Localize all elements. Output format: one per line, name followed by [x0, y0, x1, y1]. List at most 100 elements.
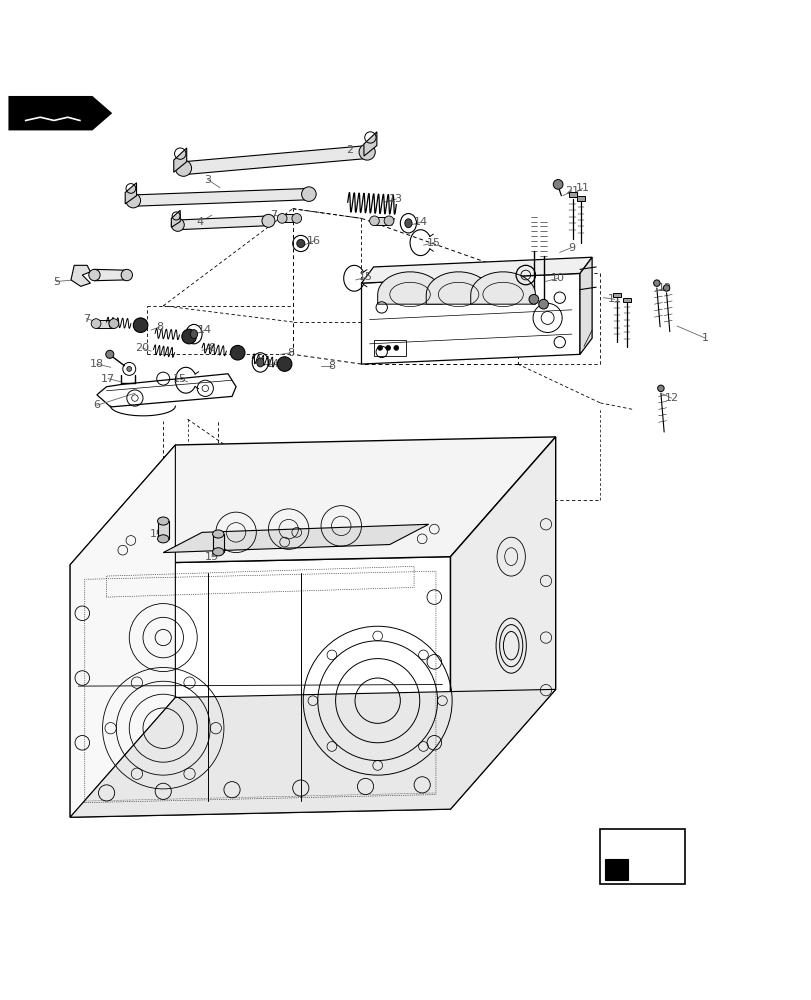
- Polygon shape: [612, 293, 620, 297]
- Circle shape: [552, 180, 562, 189]
- Circle shape: [88, 269, 100, 281]
- Text: 15: 15: [427, 238, 441, 248]
- Polygon shape: [579, 257, 591, 354]
- Polygon shape: [450, 437, 555, 809]
- Polygon shape: [70, 689, 555, 817]
- Polygon shape: [470, 272, 534, 304]
- Text: 15: 15: [172, 374, 187, 384]
- Circle shape: [277, 214, 287, 223]
- Text: 16: 16: [307, 236, 320, 246]
- Text: 20: 20: [135, 343, 149, 353]
- Circle shape: [384, 216, 393, 226]
- Bar: [604, 859, 627, 880]
- Polygon shape: [363, 132, 376, 156]
- Polygon shape: [178, 216, 268, 230]
- Bar: [599, 829, 684, 884]
- Polygon shape: [133, 188, 308, 206]
- Text: 11: 11: [575, 183, 589, 193]
- Polygon shape: [163, 524, 428, 553]
- Circle shape: [393, 345, 398, 350]
- Circle shape: [291, 214, 301, 223]
- Polygon shape: [157, 521, 169, 539]
- Circle shape: [538, 299, 547, 309]
- Circle shape: [121, 269, 132, 281]
- Circle shape: [377, 345, 382, 350]
- Ellipse shape: [157, 535, 169, 543]
- Circle shape: [91, 319, 101, 328]
- Circle shape: [277, 357, 291, 371]
- Polygon shape: [576, 196, 584, 201]
- Polygon shape: [70, 557, 450, 817]
- Circle shape: [369, 216, 379, 226]
- Text: 8: 8: [287, 348, 294, 358]
- Polygon shape: [94, 269, 127, 281]
- Text: 17: 17: [101, 374, 115, 384]
- Circle shape: [358, 144, 375, 160]
- Text: 7: 7: [83, 314, 90, 324]
- Circle shape: [301, 187, 315, 201]
- Polygon shape: [71, 265, 90, 286]
- Ellipse shape: [212, 530, 224, 538]
- Circle shape: [126, 193, 140, 208]
- Circle shape: [109, 319, 118, 328]
- Text: 15: 15: [358, 272, 372, 282]
- Circle shape: [230, 345, 245, 360]
- Polygon shape: [96, 320, 114, 328]
- Text: 21: 21: [564, 186, 578, 196]
- Polygon shape: [426, 272, 491, 304]
- Text: 7: 7: [388, 218, 394, 228]
- Text: 14: 14: [198, 325, 212, 335]
- Ellipse shape: [256, 358, 264, 367]
- Text: 14: 14: [413, 217, 427, 227]
- Polygon shape: [282, 214, 296, 222]
- Text: 19: 19: [149, 529, 164, 539]
- Polygon shape: [377, 272, 442, 304]
- Text: 2: 2: [345, 145, 353, 155]
- Ellipse shape: [405, 219, 411, 228]
- Polygon shape: [125, 183, 136, 204]
- Text: 12: 12: [657, 283, 672, 293]
- Text: 13: 13: [388, 194, 403, 204]
- Text: 14: 14: [266, 359, 280, 369]
- Text: 18: 18: [90, 359, 104, 369]
- Polygon shape: [171, 210, 180, 227]
- Text: 9: 9: [568, 243, 575, 253]
- Text: 3: 3: [204, 175, 211, 185]
- Polygon shape: [361, 257, 591, 283]
- Text: 8: 8: [208, 343, 215, 353]
- Polygon shape: [97, 374, 236, 407]
- Polygon shape: [568, 192, 576, 197]
- Polygon shape: [183, 146, 367, 175]
- Circle shape: [653, 280, 659, 286]
- Circle shape: [175, 160, 191, 176]
- Circle shape: [657, 385, 663, 392]
- Text: 19: 19: [204, 552, 219, 562]
- Ellipse shape: [157, 517, 169, 525]
- Circle shape: [105, 350, 114, 358]
- Circle shape: [133, 318, 148, 332]
- Circle shape: [171, 218, 184, 231]
- Text: 4: 4: [195, 217, 203, 227]
- Circle shape: [182, 329, 196, 344]
- Circle shape: [296, 239, 304, 248]
- Polygon shape: [10, 97, 110, 129]
- Text: 5: 5: [53, 277, 60, 287]
- Circle shape: [528, 294, 538, 304]
- Circle shape: [385, 345, 390, 350]
- Polygon shape: [361, 273, 579, 364]
- Circle shape: [663, 285, 669, 291]
- Text: 12: 12: [663, 393, 678, 403]
- Circle shape: [262, 214, 275, 227]
- Text: 8: 8: [157, 322, 163, 332]
- Polygon shape: [212, 534, 224, 552]
- Text: 6: 6: [93, 400, 101, 410]
- Text: 8: 8: [328, 361, 335, 371]
- Text: 11: 11: [607, 294, 621, 304]
- Ellipse shape: [190, 330, 197, 339]
- Text: 1: 1: [701, 333, 708, 343]
- Polygon shape: [70, 445, 175, 817]
- Ellipse shape: [212, 548, 224, 556]
- Polygon shape: [374, 217, 388, 225]
- Polygon shape: [622, 298, 630, 302]
- Circle shape: [127, 366, 131, 371]
